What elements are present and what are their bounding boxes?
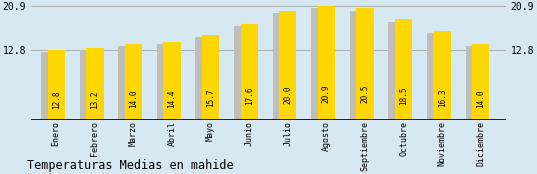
- Bar: [195, 37, 216, 120]
- Text: 18.5: 18.5: [399, 86, 408, 105]
- Bar: [318, 6, 335, 120]
- Text: 20.0: 20.0: [284, 85, 292, 104]
- Bar: [241, 24, 258, 120]
- Bar: [273, 13, 294, 120]
- Bar: [157, 44, 178, 120]
- Bar: [234, 26, 255, 120]
- Bar: [125, 44, 142, 120]
- Bar: [79, 50, 101, 120]
- Text: 20.9: 20.9: [322, 84, 331, 103]
- Bar: [86, 48, 104, 120]
- Bar: [163, 42, 180, 120]
- Bar: [41, 53, 62, 120]
- Text: Temperaturas Medias en mahide: Temperaturas Medias en mahide: [27, 159, 234, 172]
- Bar: [357, 9, 374, 120]
- Bar: [48, 50, 65, 120]
- Text: 16.3: 16.3: [438, 88, 447, 106]
- Bar: [118, 46, 140, 120]
- Text: 20.5: 20.5: [360, 85, 369, 103]
- Bar: [279, 11, 296, 120]
- Bar: [388, 22, 410, 120]
- Text: 13.2: 13.2: [90, 91, 99, 109]
- Text: 14.4: 14.4: [168, 90, 177, 108]
- Text: 15.7: 15.7: [206, 89, 215, 107]
- Bar: [472, 44, 489, 120]
- Text: 17.6: 17.6: [245, 87, 253, 105]
- Text: 14.0: 14.0: [129, 90, 138, 108]
- Text: 12.8: 12.8: [52, 91, 61, 109]
- Bar: [202, 35, 219, 120]
- Bar: [466, 46, 487, 120]
- Bar: [427, 33, 448, 120]
- Bar: [311, 9, 332, 120]
- Text: 14.0: 14.0: [476, 90, 485, 108]
- Bar: [433, 31, 451, 120]
- Bar: [395, 19, 412, 120]
- Bar: [350, 11, 371, 120]
